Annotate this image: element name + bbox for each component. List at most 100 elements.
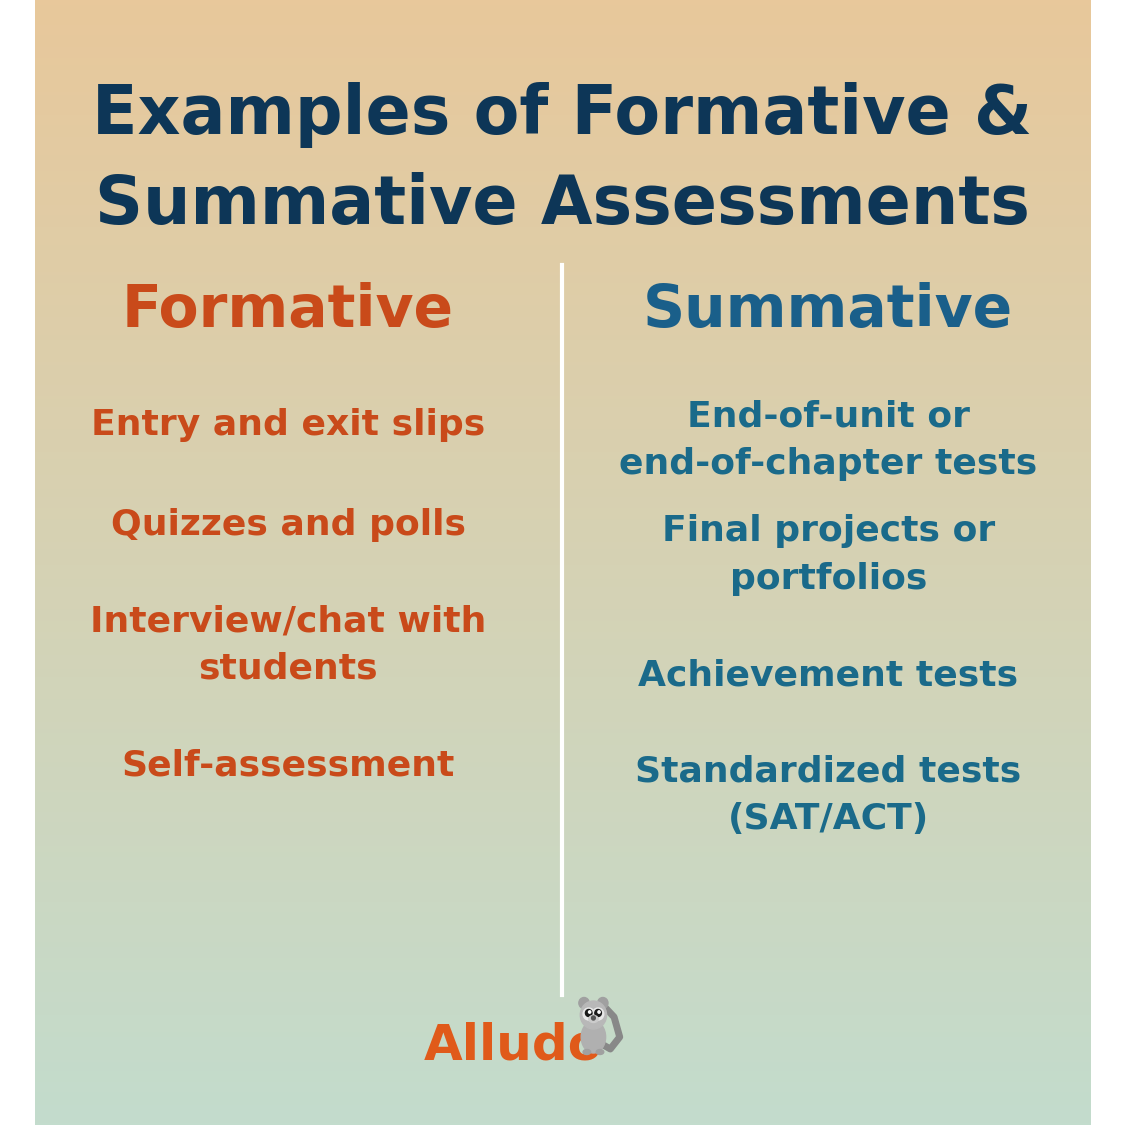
Text: Alludo: Alludo	[424, 1022, 603, 1069]
Bar	[35, 1042, 1091, 1046]
Bar	[35, 137, 1091, 143]
Bar	[35, 224, 1091, 228]
Bar	[35, 606, 1091, 611]
Bar	[35, 280, 1091, 285]
Bar	[35, 618, 1091, 622]
Circle shape	[592, 1016, 595, 1020]
Bar	[35, 738, 1091, 742]
Bar	[35, 340, 1091, 345]
Bar	[35, 820, 1091, 825]
Bar	[35, 156, 1091, 161]
Bar	[35, 55, 1091, 60]
Bar	[35, 835, 1091, 840]
Bar	[35, 794, 1091, 799]
Bar	[35, 778, 1091, 784]
Bar	[35, 367, 1091, 371]
Bar	[35, 374, 1091, 379]
Bar	[35, 1060, 1091, 1065]
Bar	[35, 216, 1091, 222]
Bar	[35, 1026, 1091, 1032]
Bar	[35, 730, 1091, 735]
Bar	[35, 385, 1091, 390]
Bar	[35, 243, 1091, 248]
Text: Entry and exit slips: Entry and exit slips	[91, 408, 485, 442]
Bar	[35, 66, 1091, 71]
Bar	[35, 418, 1091, 424]
Bar	[35, 806, 1091, 810]
Bar	[35, 955, 1091, 960]
Bar	[35, 843, 1091, 847]
Bar	[35, 483, 1091, 487]
Bar	[35, 756, 1091, 762]
Bar	[35, 513, 1091, 518]
Bar	[35, 790, 1091, 795]
Bar	[35, 1094, 1091, 1099]
Text: Standardized tests
(SAT/ACT): Standardized tests (SAT/ACT)	[636, 754, 1022, 836]
Bar	[35, 407, 1091, 413]
Bar	[35, 1048, 1091, 1054]
Bar	[35, 291, 1091, 296]
Bar	[35, 974, 1091, 979]
Bar	[35, 74, 1091, 79]
Bar	[35, 1105, 1091, 1110]
Bar	[35, 277, 1091, 281]
Bar	[35, 415, 1091, 420]
Bar	[35, 688, 1091, 694]
Bar	[35, 44, 1091, 48]
Bar	[35, 997, 1091, 1001]
Bar	[35, 598, 1091, 604]
Bar	[35, 918, 1091, 922]
Bar	[35, 542, 1091, 548]
Bar	[35, 958, 1091, 964]
Bar	[35, 561, 1091, 566]
Bar	[35, 426, 1091, 431]
Circle shape	[593, 1008, 604, 1020]
Bar	[35, 182, 1091, 188]
Bar	[35, 190, 1091, 195]
Bar	[35, 914, 1091, 919]
Bar	[35, 494, 1091, 498]
Bar	[35, 700, 1091, 705]
Bar	[35, 884, 1091, 889]
Bar	[35, 644, 1091, 649]
Text: Achievement tests: Achievement tests	[638, 658, 1018, 692]
Circle shape	[597, 998, 608, 1008]
Bar	[35, 1116, 1091, 1122]
Bar	[35, 989, 1091, 993]
Bar	[35, 295, 1091, 300]
Bar	[35, 1098, 1091, 1102]
Bar	[35, 198, 1091, 202]
Bar	[35, 992, 1091, 998]
Bar	[35, 460, 1091, 465]
Bar	[35, 10, 1091, 15]
Bar	[35, 651, 1091, 656]
Bar	[35, 160, 1091, 165]
Bar	[35, 261, 1091, 267]
Bar	[35, 266, 1091, 270]
Bar	[35, 569, 1091, 574]
Bar	[35, 119, 1091, 124]
Text: Formative: Formative	[123, 281, 455, 339]
Bar	[35, 328, 1091, 334]
Bar	[35, 786, 1091, 791]
Bar	[35, 888, 1091, 892]
Bar	[35, 104, 1091, 109]
Bar	[35, 400, 1091, 405]
Bar	[35, 536, 1091, 540]
Bar	[35, 317, 1091, 323]
Bar	[35, 108, 1091, 112]
Bar	[35, 502, 1091, 506]
Bar	[35, 1064, 1091, 1069]
Bar	[35, 670, 1091, 675]
Bar	[35, 2, 1091, 8]
Bar	[35, 1004, 1091, 1009]
Bar	[35, 306, 1091, 312]
Bar	[35, 704, 1091, 709]
Bar	[35, 865, 1091, 870]
Bar	[35, 978, 1091, 982]
Bar	[35, 610, 1091, 615]
Text: End-of-unit or
end-of-chapter tests: End-of-unit or end-of-chapter tests	[619, 399, 1037, 480]
Bar	[35, 580, 1091, 585]
Bar	[35, 452, 1091, 458]
Bar	[35, 201, 1091, 206]
